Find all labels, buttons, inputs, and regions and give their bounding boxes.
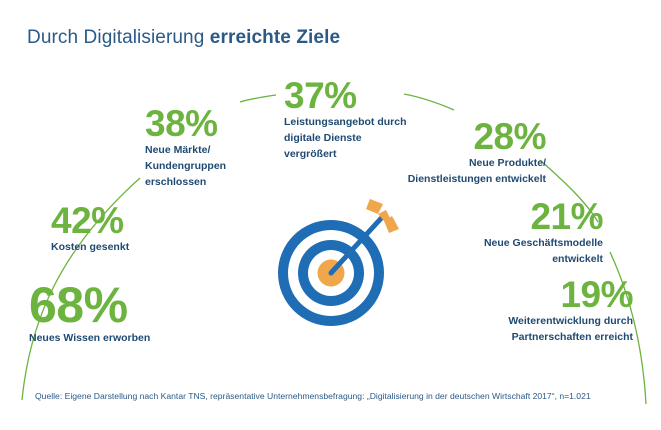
arc-segment-right-low	[609, 251, 647, 405]
stat-costs-reduced: 42% Kosten gesenkt	[51, 202, 129, 255]
category-label-line: erschlossen	[145, 176, 207, 188]
page-title: Durch Digitalisierung erreichte Ziele	[27, 27, 340, 49]
category-label-line: vergrößert	[284, 148, 337, 160]
stat-new-business-models: 21% Neue Geschäftsmodelle entwickelt	[483, 196, 604, 267]
source-note: Quelle: Eigene Darstellung nach Kantar T…	[35, 391, 591, 401]
value-label: 37%	[284, 75, 357, 116]
arc-segment-right-top	[403, 93, 455, 111]
category-label: Neues Wissen erworben	[29, 332, 151, 344]
stat-partnerships: 19% Weiterentwicklung durch Partnerschaf…	[508, 276, 633, 345]
category-label-line: Neue Produkte/	[468, 157, 546, 169]
stat-new-markets: 38% Neue Märkte/ Kundengruppen erschloss…	[145, 105, 226, 190]
category-label-line: Leistungsangebot durch	[284, 116, 407, 128]
category-label-line: digitale Dienste	[284, 132, 362, 144]
category-label-line: Kundengruppen	[145, 160, 227, 172]
value-label: 21%	[530, 196, 603, 237]
category-label-line: entwickelt	[552, 253, 603, 265]
title-regular: Durch Digitalisierung	[27, 27, 205, 48]
value-label: 28%	[473, 116, 546, 157]
arc-segment-right-mid	[539, 159, 599, 223]
value-label: 68%	[29, 277, 128, 333]
category-label-line: Partnerschaften erreicht	[511, 331, 633, 343]
arc-segment-left-top	[239, 94, 277, 103]
category-label-line: Neue Märkte/	[145, 144, 211, 156]
stat-digital-services: 37% Leistungsangebot durch digitale Dien…	[284, 77, 407, 162]
value-label: 38%	[145, 103, 218, 144]
target-with-arrow-icon	[278, 199, 399, 326]
category-label-line: Weiterentwicklung durch	[508, 315, 633, 327]
value-label: 19%	[560, 274, 633, 315]
stat-new-knowledge: 68% Neues Wissen erworben	[29, 280, 150, 346]
category-label-line: Dienstleistungen entwickelt	[407, 173, 546, 185]
value-label: 42%	[51, 200, 124, 241]
stat-new-products: 28% Neue Produkte/ Dienstleistungen entw…	[407, 116, 547, 187]
category-label: Kosten gesenkt	[51, 241, 130, 253]
title-bold: erreichte Ziele	[209, 27, 341, 48]
category-label-line: Neue Geschäftsmodelle	[483, 237, 603, 249]
arc-segment-left-low	[21, 177, 141, 401]
